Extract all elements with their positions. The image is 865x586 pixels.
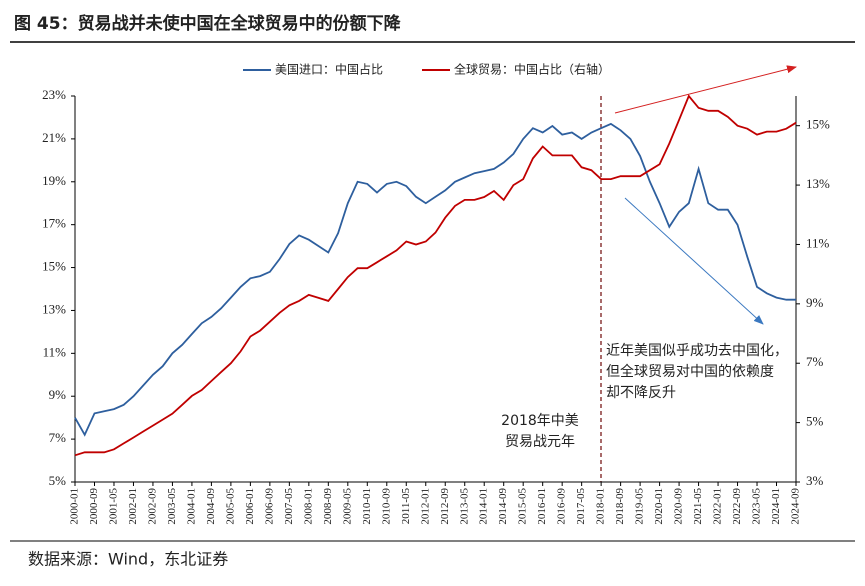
- x-tick-label: 2015-05: [517, 488, 529, 525]
- y2-tick-label: 7%: [806, 354, 824, 369]
- x-tick-label: 2008-01: [302, 488, 314, 525]
- y2-tick-label: 9%: [806, 295, 824, 310]
- y-tick-label: 11%: [43, 344, 67, 359]
- x-tick-label: 2017-05: [575, 488, 587, 525]
- x-tick-label: 2009-05: [341, 488, 353, 525]
- x-tick-label: 2022-09: [731, 488, 743, 525]
- x-tick-label: 2024-01: [770, 488, 782, 525]
- series-line: [74, 94, 797, 457]
- x-tick-label: 2010-09: [380, 488, 392, 525]
- legend-label: 美国进口：中国占比: [275, 62, 383, 77]
- x-tick-label: 2016-01: [536, 488, 548, 525]
- y-tick-label: 19%: [42, 173, 66, 188]
- x-tick-label: 2006-09: [263, 488, 275, 525]
- x-tick-label: 2024-09: [790, 488, 802, 525]
- annotation: 贸易战元年: [505, 434, 575, 450]
- x-tick-label: 2019-05: [634, 488, 646, 525]
- x-tick-label: 2002-01: [127, 488, 139, 525]
- y-tick-label: 9%: [49, 387, 67, 402]
- y-tick-label: 23%: [42, 87, 66, 102]
- x-tick-label: 2002-09: [146, 488, 158, 525]
- x-tick-label: 2000-01: [69, 488, 81, 525]
- y-tick-label: 7%: [49, 430, 67, 445]
- x-tick-label: 2023-05: [751, 488, 763, 525]
- annotation: 2018年中美: [501, 413, 579, 429]
- x-tick-label: 2018-09: [614, 488, 626, 525]
- x-tick-label: 2020-01: [653, 488, 665, 525]
- annotation: 但全球贸易对中国的依赖度: [606, 363, 774, 380]
- x-tick-label: 2022-01: [712, 488, 724, 525]
- x-tick-label: 2011-05: [400, 488, 412, 525]
- x-tick-label: 2014-09: [497, 488, 509, 525]
- y2-tick-label: 11%: [806, 235, 830, 250]
- x-tick-label: 2021-05: [692, 488, 704, 525]
- x-tick-label: 2018-01: [595, 488, 607, 525]
- y-tick-label: 21%: [42, 130, 66, 145]
- x-tick-label: 2008-09: [322, 488, 334, 525]
- x-tick-label: 2014-01: [478, 488, 490, 525]
- x-tick-label: 2020-09: [673, 488, 685, 525]
- y-tick-label: 5%: [49, 473, 67, 488]
- y2-tick-label: 3%: [806, 473, 824, 488]
- x-tick-label: 2010-01: [361, 488, 373, 525]
- y-tick-label: 13%: [42, 301, 66, 316]
- x-tick-label: 2003-05: [166, 488, 178, 525]
- y-tick-label: 17%: [42, 216, 66, 231]
- x-tick-label: 2006-01: [244, 488, 256, 525]
- source: 数据来源：Wind，东北证券: [28, 550, 228, 569]
- y-tick-label: 15%: [42, 259, 66, 274]
- trend-arrow: [614, 65, 797, 114]
- series-line: [74, 122, 796, 437]
- x-tick-label: 2013-05: [458, 488, 470, 525]
- x-tick-label: 2001-05: [108, 488, 120, 525]
- x-tick-label: 2005-05: [224, 488, 236, 525]
- x-tick-label: 2000-09: [88, 488, 100, 525]
- trend-arrow: [624, 197, 764, 325]
- y2-tick-label: 5%: [806, 414, 824, 429]
- y2-tick-label: 13%: [806, 176, 830, 191]
- x-tick-label: 2004-09: [205, 488, 217, 525]
- x-tick-label: 2012-09: [439, 488, 451, 525]
- chart-title: 图 45：贸易战并未使中国在全球贸易中的份额下降: [14, 13, 402, 34]
- annotation: 却不降反升: [606, 385, 676, 401]
- x-tick-label: 2012-01: [419, 488, 431, 525]
- x-tick-label: 2007-05: [283, 488, 295, 525]
- legend-label: 全球贸易：中国占比（右轴）: [454, 62, 610, 77]
- x-tick-label: 2004-01: [185, 488, 197, 525]
- y2-tick-label: 15%: [806, 117, 830, 132]
- x-tick-label: 2016-09: [556, 488, 568, 525]
- annotation: 近年美国似乎成功去中国化，: [606, 343, 788, 359]
